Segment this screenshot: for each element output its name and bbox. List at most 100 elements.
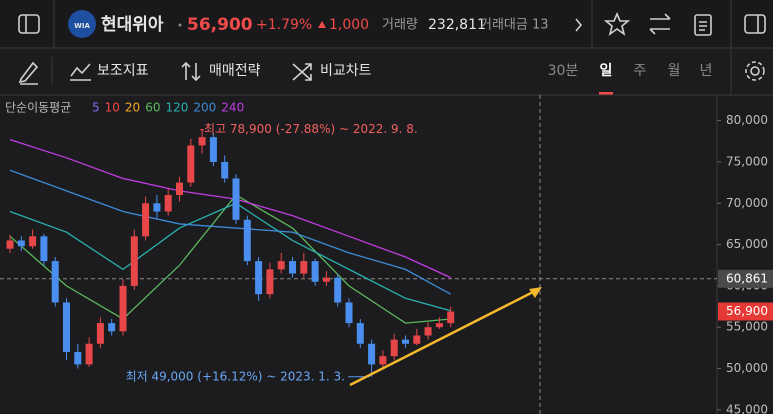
period-tab[interactable]: 월: [668, 63, 681, 79]
candle-body: [221, 161, 229, 179]
candle-body: [40, 236, 48, 262]
logo: [68, 10, 96, 38]
candle-body: [29, 236, 37, 247]
trend-arrow: [349, 289, 536, 387]
period-tab[interactable]: 년: [700, 63, 713, 79]
ma-legend: 240: [221, 101, 244, 115]
volume-label: 거래량: [382, 18, 418, 33]
candle-body: [289, 261, 296, 274]
strategy-button[interactable]: 매매전략: [209, 63, 261, 79]
y-tick-label: 80,000: [726, 113, 768, 127]
change-pct: +1.79%: [256, 17, 312, 33]
compare-button[interactable]: 비교차트: [320, 63, 372, 79]
candle-body: [142, 203, 150, 237]
y-tick-label: 75,000: [726, 154, 768, 168]
ma-legend: 60: [145, 101, 160, 115]
ma-legend: 200: [193, 101, 216, 115]
candle-body: [119, 285, 127, 332]
price-tag-label: 60,861: [726, 271, 768, 285]
ma-legend: 5: [92, 101, 100, 115]
period-tab[interactable]: 일: [600, 63, 613, 79]
memo-icon[interactable]: [694, 14, 712, 36]
candle-body: [277, 261, 285, 270]
candle-body: [187, 145, 195, 183]
dot: [178, 23, 182, 27]
indicator-label: 단순이동평균: [5, 101, 71, 115]
candle-body: [255, 261, 263, 295]
candle-body: [153, 203, 161, 212]
candle-body: [379, 356, 387, 365]
candle-body: [413, 335, 421, 344]
amount-label: 거래대금 13: [480, 18, 549, 33]
candle-body: [435, 323, 443, 328]
draw-icon[interactable]: [18, 61, 39, 85]
candle-body: [63, 302, 70, 353]
y-tick-label: 55,000: [726, 320, 768, 334]
sidebar-toggle[interactable]: [18, 14, 40, 34]
candle-body: [345, 302, 353, 324]
candle-body: [6, 240, 14, 249]
more-arrow[interactable]: [575, 18, 583, 32]
candle-body: [390, 339, 398, 357]
strategy-icon: [181, 61, 201, 82]
ma-legend: 120: [165, 101, 188, 115]
icon-part: [699, 21, 707, 31]
change: 1,000: [329, 17, 369, 33]
y-tick-label: 65,000: [726, 237, 768, 251]
stock-name: 현대위아: [101, 15, 164, 35]
price-tag: [718, 302, 773, 321]
indicator-icon: [70, 63, 91, 81]
price-tag: [718, 269, 773, 288]
ma-line: [9, 169, 452, 295]
header-bar: [0, 0, 773, 48]
low-label: 최저 49,000 (+16.12%) ~ 2023. 1. 3.: [126, 369, 345, 383]
candle-body: [368, 343, 376, 365]
candle-body: [300, 261, 308, 274]
period-tab[interactable]: 주: [634, 63, 647, 79]
candle-body: [402, 339, 409, 344]
chart: 단순이동평균 5 10 20 60 120 200 240 45,000 50,000 55,00…: [0, 95, 773, 414]
candle-body: [447, 311, 455, 324]
price-tag-label: 56,900: [726, 304, 768, 318]
candle-body: [164, 194, 172, 212]
candle-body: [17, 240, 25, 247]
candle-body: [51, 261, 59, 303]
candle-body: [108, 323, 116, 332]
icon-part: [745, 61, 765, 81]
up-triangle: [318, 21, 326, 28]
y-tick-label: 70,000: [726, 196, 768, 210]
swap-icon[interactable]: [649, 13, 671, 35]
active-underline: [599, 92, 613, 95]
candle-body: [424, 327, 432, 336]
candle-body: [96, 323, 104, 344]
period-tabs: 30분 일 주 월 년: [548, 63, 713, 95]
price: 56,900: [187, 15, 253, 35]
ma-legend: 20: [125, 101, 140, 115]
candle-body: [243, 219, 251, 262]
candle-body: [209, 137, 217, 162]
candle-body: [311, 261, 319, 282]
volume: 232,811: [428, 17, 486, 33]
period-tab[interactable]: 30분: [548, 63, 579, 79]
indicators-button[interactable]: 보조지표: [97, 63, 149, 79]
compare-icon: [292, 63, 312, 81]
candle-body: [334, 277, 342, 303]
ma-legend: 10: [105, 101, 120, 115]
y-tick-label: 50,000: [726, 361, 768, 375]
candle-body: [130, 236, 138, 286]
trend-arrowhead: [529, 287, 542, 298]
logo-text: WIA: [74, 22, 90, 30]
candle-body: [85, 343, 93, 365]
candle-body: [176, 182, 183, 195]
candle-body: [232, 178, 240, 220]
settings-icon[interactable]: [750, 66, 760, 76]
y-tick-label: 45,000: [726, 402, 768, 414]
favorite-icon[interactable]: [603, 11, 631, 36]
panel-toggle[interactable]: [744, 14, 766, 34]
candle-body: [322, 277, 330, 282]
candle-body: [356, 323, 364, 344]
candle-body: [198, 137, 206, 146]
